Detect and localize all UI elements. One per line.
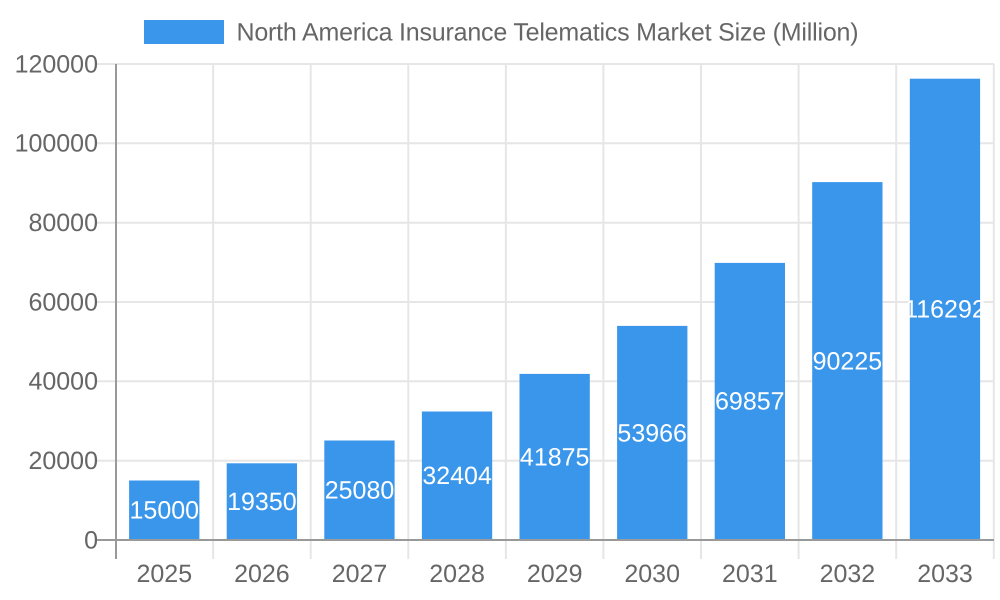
svg-text:90225: 90225 [813, 347, 883, 375]
svg-text:53966: 53966 [617, 419, 687, 447]
svg-text:2033: 2033 [917, 560, 973, 588]
svg-text:2027: 2027 [332, 560, 388, 588]
svg-text:69857: 69857 [715, 388, 785, 416]
svg-text:2026: 2026 [234, 560, 290, 588]
svg-text:19350: 19350 [227, 488, 297, 516]
svg-text:2031: 2031 [722, 560, 778, 588]
svg-text:41875: 41875 [520, 443, 590, 471]
svg-text:116292: 116292 [904, 296, 986, 324]
svg-text:2029: 2029 [527, 560, 583, 588]
svg-text:2028: 2028 [429, 560, 485, 588]
svg-text:120000: 120000 [15, 50, 98, 78]
svg-text:32404: 32404 [422, 462, 492, 490]
svg-text:100000: 100000 [15, 130, 98, 158]
svg-text:North America Insurance Telema: North America Insurance Telematics Marke… [237, 19, 859, 47]
svg-text:60000: 60000 [28, 288, 98, 316]
svg-text:40000: 40000 [28, 368, 98, 396]
svg-text:25080: 25080 [325, 477, 395, 505]
svg-text:2032: 2032 [820, 560, 876, 588]
svg-text:15000: 15000 [130, 497, 200, 525]
svg-text:2025: 2025 [136, 560, 192, 588]
svg-text:0: 0 [84, 526, 98, 554]
svg-text:20000: 20000 [28, 447, 98, 475]
svg-text:2030: 2030 [624, 560, 680, 588]
svg-text:80000: 80000 [28, 209, 98, 237]
